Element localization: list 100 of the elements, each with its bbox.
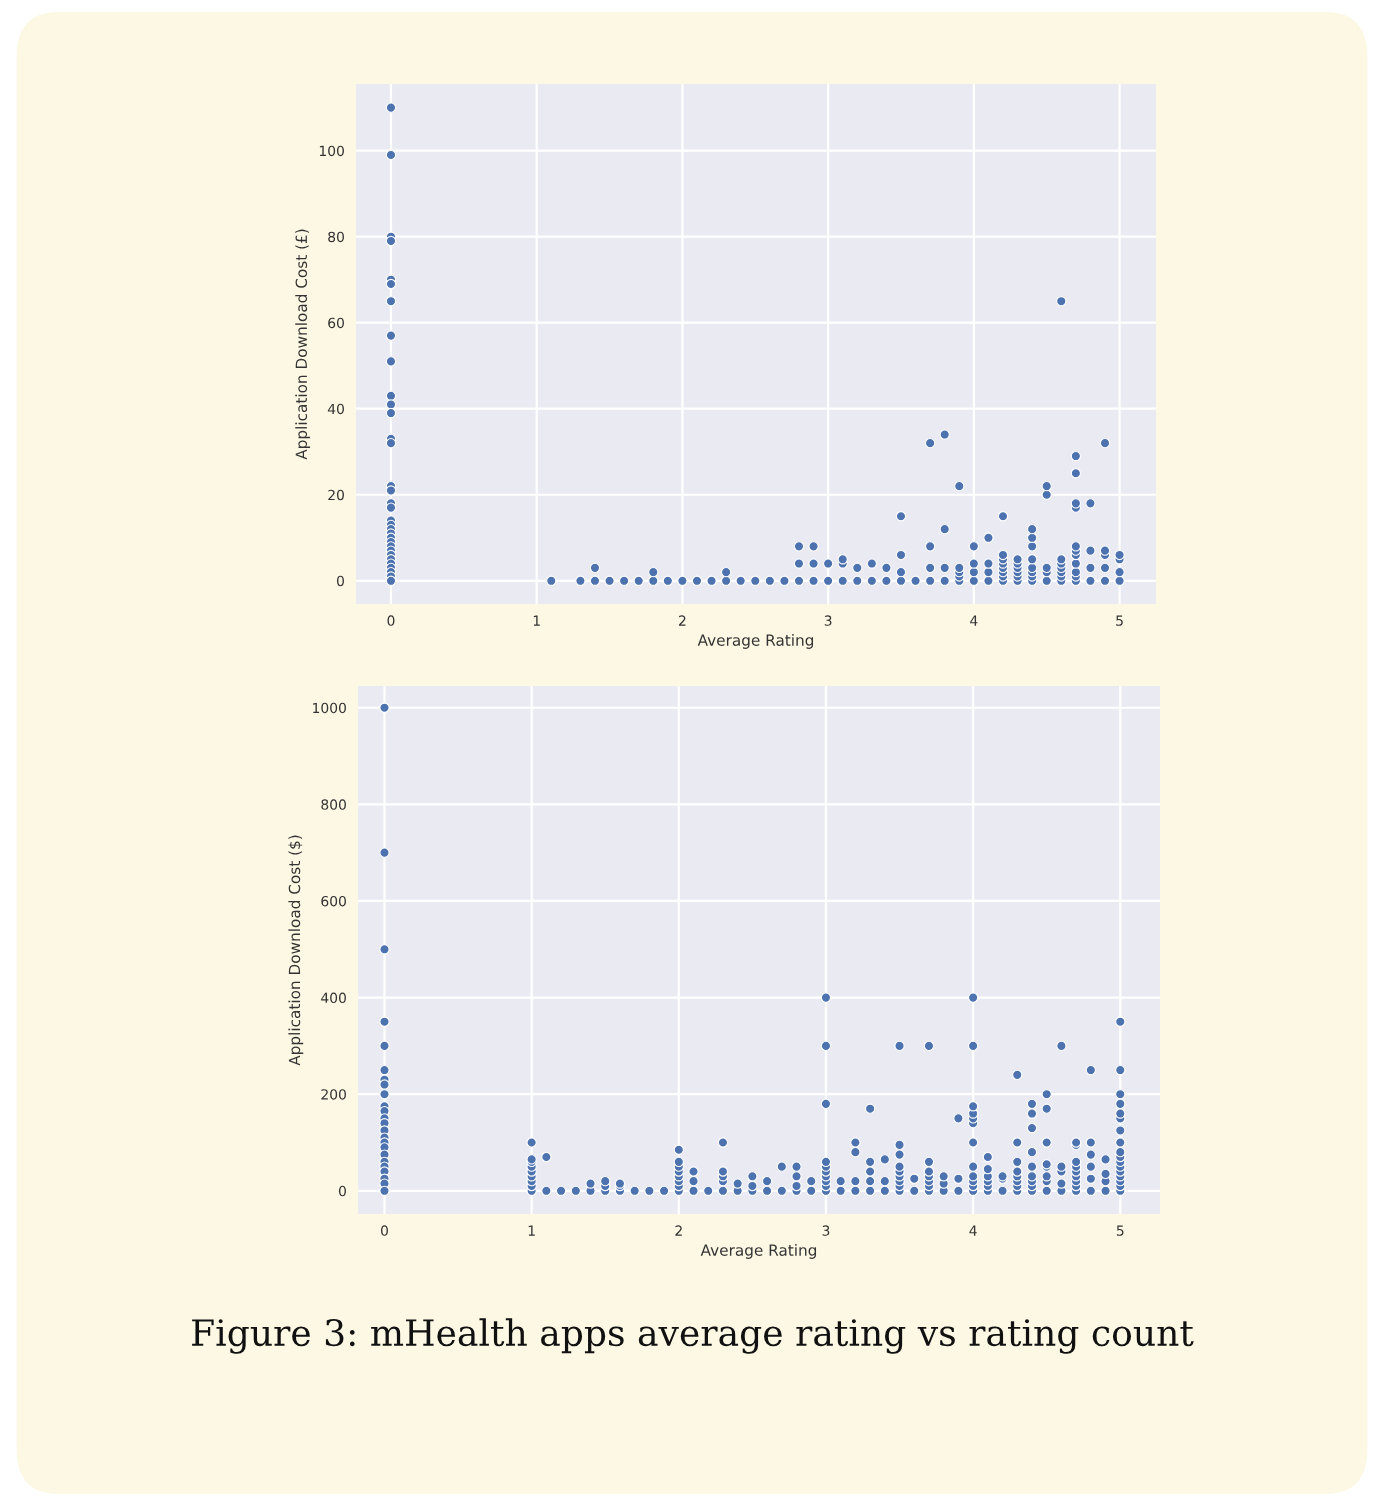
- point: [820, 992, 832, 1003]
- point: [688, 1166, 699, 1177]
- point: [1026, 1161, 1038, 1172]
- point: [923, 1156, 935, 1167]
- point: [982, 1163, 993, 1175]
- point: [750, 575, 761, 586]
- point: [379, 1016, 390, 1027]
- point: [938, 1171, 949, 1182]
- point: [822, 558, 834, 569]
- point: [822, 575, 834, 586]
- point: [379, 944, 390, 955]
- point: [385, 235, 397, 247]
- point: [894, 1139, 905, 1151]
- point: [866, 558, 878, 569]
- point: [662, 575, 674, 586]
- point: [967, 1101, 979, 1112]
- point: [691, 575, 703, 586]
- point: [808, 575, 819, 586]
- point: [953, 1185, 964, 1196]
- point: [1100, 1154, 1111, 1165]
- point: [983, 558, 994, 569]
- point: [864, 1156, 876, 1167]
- point: [673, 1144, 684, 1155]
- point: [864, 1166, 876, 1177]
- point: [1026, 1098, 1038, 1110]
- point: [881, 575, 892, 586]
- point: [1085, 545, 1096, 556]
- point: [954, 480, 965, 492]
- point: [379, 1089, 390, 1100]
- point: [1115, 1089, 1126, 1100]
- point: [894, 1040, 905, 1052]
- point: [1026, 554, 1038, 565]
- point: [764, 575, 776, 586]
- point: [924, 437, 936, 449]
- point: [850, 1137, 861, 1148]
- point: [939, 575, 950, 586]
- point: [1041, 1089, 1052, 1100]
- point: [953, 1173, 964, 1184]
- point: [1114, 575, 1125, 586]
- point: [546, 575, 557, 586]
- point: [1099, 545, 1111, 556]
- point: [385, 356, 397, 367]
- point: [1115, 1098, 1126, 1110]
- point: [677, 575, 688, 586]
- point: [385, 407, 397, 419]
- point: [982, 1151, 993, 1163]
- point: [747, 1180, 758, 1192]
- point: [600, 1175, 611, 1187]
- point: [820, 1156, 832, 1167]
- point: [629, 1185, 640, 1196]
- point: [1012, 1069, 1023, 1081]
- point: [1026, 1108, 1038, 1119]
- point: [909, 1185, 920, 1196]
- point: [881, 562, 892, 574]
- point: [909, 1173, 920, 1184]
- point: [910, 575, 921, 586]
- point: [385, 390, 397, 401]
- point: [1115, 1064, 1126, 1076]
- point: [1115, 1108, 1126, 1119]
- point: [808, 558, 819, 569]
- point: [379, 1040, 390, 1052]
- point: [923, 1166, 935, 1177]
- point: [1085, 1149, 1096, 1160]
- point: [658, 1185, 670, 1196]
- point: [954, 562, 965, 574]
- point: [385, 278, 397, 290]
- point: [379, 1185, 390, 1196]
- point: [894, 1149, 905, 1160]
- point: [793, 541, 805, 552]
- point: [806, 1185, 817, 1196]
- point: [1100, 1168, 1111, 1180]
- point: [1085, 1173, 1096, 1184]
- point: [924, 575, 936, 586]
- point: [385, 296, 397, 307]
- point: [589, 562, 601, 574]
- point: [895, 567, 907, 578]
- point: [835, 1185, 846, 1196]
- point: [793, 558, 805, 569]
- point: [732, 1178, 743, 1189]
- point: [575, 575, 586, 586]
- point: [808, 541, 819, 552]
- point: [1056, 296, 1067, 307]
- point: [1085, 1064, 1096, 1076]
- point: [1041, 480, 1052, 492]
- point: [1085, 575, 1096, 586]
- point: [1026, 1171, 1038, 1182]
- point: [1012, 1166, 1023, 1177]
- point: [791, 1180, 802, 1192]
- point: [1085, 562, 1096, 574]
- point: [1056, 1178, 1067, 1189]
- point: [688, 1185, 699, 1196]
- point: [555, 1185, 567, 1196]
- point: [997, 511, 1009, 522]
- point: [837, 575, 848, 586]
- point: [1041, 1171, 1052, 1182]
- point: [644, 1185, 655, 1196]
- point: [1070, 1156, 1082, 1167]
- point: [379, 1064, 390, 1076]
- point: [1041, 489, 1052, 500]
- point: [673, 1156, 684, 1167]
